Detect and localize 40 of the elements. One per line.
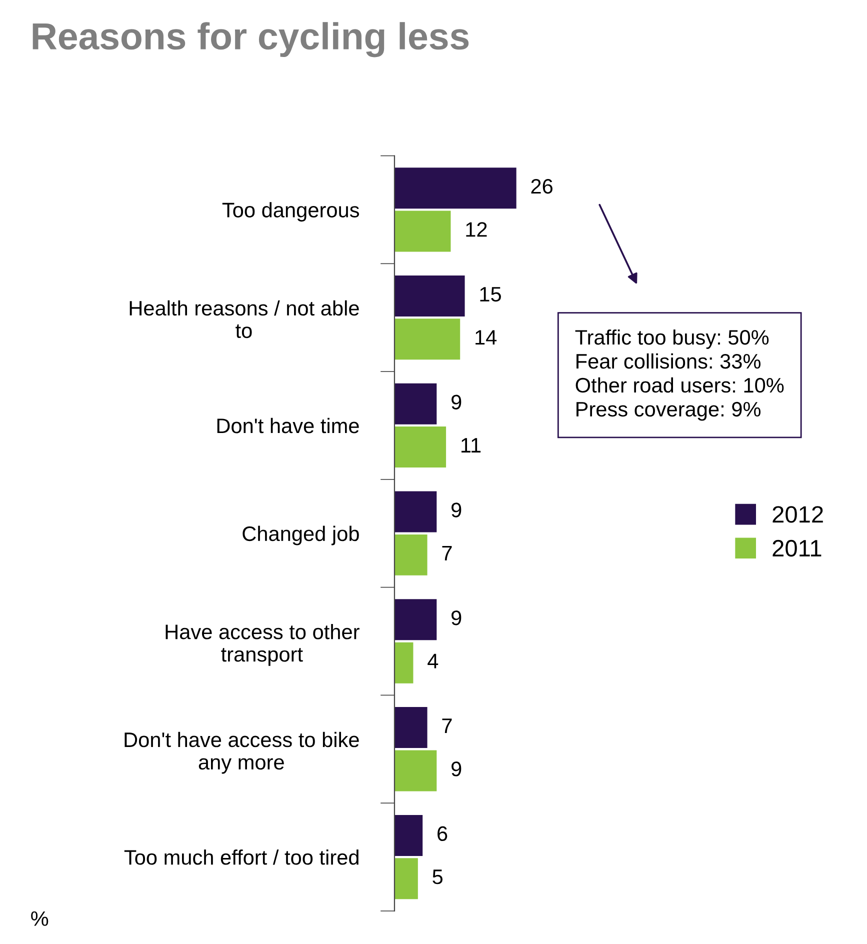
- bar: [394, 426, 446, 468]
- bar: [394, 168, 516, 209]
- data-label: 14: [476, 330, 497, 345]
- bar: [394, 642, 414, 684]
- bar: [394, 210, 451, 252]
- data-label: 9: [452, 610, 462, 626]
- y-tick-label: Don't have access to bike any more: [124, 732, 359, 774]
- bar: [394, 858, 418, 900]
- bar: [394, 814, 423, 856]
- data-label: 12: [466, 222, 487, 237]
- legend-label: 2012: [772, 506, 823, 523]
- y-tick-label: Too much effort / too tired: [124, 849, 358, 865]
- data-label: 9: [452, 502, 462, 518]
- bar: [394, 599, 437, 640]
- bar: [394, 707, 428, 748]
- x-axis-title: %: [31, 911, 48, 926]
- bar: [394, 276, 465, 317]
- chart-title: Reasons for cycling less: [32, 22, 469, 58]
- data-label: 26: [531, 178, 552, 194]
- y-tick-label: Don't have time: [217, 418, 359, 434]
- y-tick-label: Changed job: [242, 526, 359, 546]
- data-label: 7: [442, 718, 452, 733]
- data-label: 9: [452, 762, 462, 776]
- y-tick-label: Have access to other transport: [166, 624, 360, 666]
- data-label: 7: [442, 546, 452, 560]
- y-tick-label: Health reasons / not able to: [130, 300, 359, 338]
- data-label: 6: [438, 826, 448, 842]
- y-tick-label: Too dangerous: [222, 202, 360, 222]
- data-label: 15: [480, 287, 501, 302]
- bar: [394, 491, 437, 532]
- data-label: 11: [462, 438, 481, 452]
- text: Traffic too busy: 50% Fear collisions: 33% Other road users: 10% Press coverage: 9%: [575, 329, 784, 421]
- data-label: 4: [428, 654, 438, 668]
- bar: [394, 534, 428, 576]
- bar: [394, 383, 437, 424]
- bar: [394, 750, 437, 792]
- bar: [394, 318, 460, 360]
- legend-label: 2011: [772, 540, 822, 557]
- data-label: 9: [452, 394, 462, 410]
- data-label: 5: [432, 870, 443, 884]
